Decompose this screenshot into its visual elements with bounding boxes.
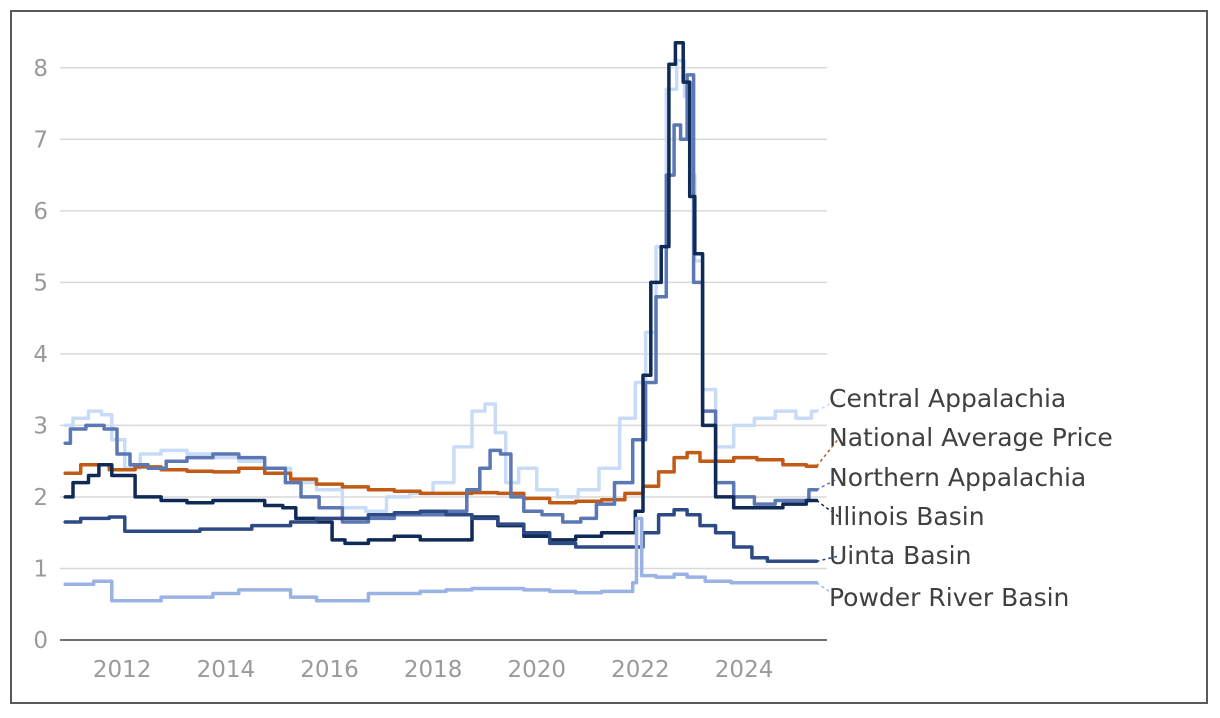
x-tick-label: 2018 (404, 657, 463, 683)
x-tick-label: 2014 (197, 657, 256, 683)
legend-label-powder-river-basin: Powder River Basin (829, 583, 1069, 612)
x-tick-label: 2020 (508, 657, 567, 683)
legend-leader-central-appalachia (816, 398, 840, 412)
y-tick-label: 3 (33, 413, 48, 439)
legend: Central Appalachia National Average Price… (816, 384, 1113, 612)
legend-label-central-appalachia: Central Appalachia (829, 384, 1066, 413)
line-chart: 0 1 2 3 4 5 6 7 8 2012 2014 2016 2018 2020 2022 2024 C… (33, 40, 1113, 683)
x-tick-label: 2012 (93, 657, 152, 683)
legend-leader-powder-river-basin (816, 582, 840, 599)
y-tick-label: 7 (33, 127, 48, 153)
gridlines (60, 67, 827, 641)
series-lines (63, 40, 819, 603)
x-tick-label: 2024 (715, 657, 774, 683)
x-axis-ticks: 2012 2014 2016 2018 2020 2022 2024 (93, 657, 773, 683)
y-tick-label: 8 (33, 56, 48, 82)
series-line-northern-appalachia (63, 73, 819, 524)
chart-frame: 0 1 2 3 4 5 6 7 8 2012 2014 2016 2018 2020 2022 2024 C… (10, 10, 1208, 704)
y-tick-label: 6 (33, 199, 48, 225)
legend-label-illinois-basin: Illinois Basin (829, 502, 985, 531)
legend-leader-northern-appalachia (816, 477, 840, 491)
legend-label-uinta-basin: Uinta Basin (829, 541, 971, 570)
series-line-uinta-basin (63, 508, 819, 564)
series-line-national-average-price (63, 450, 819, 505)
legend-label-northern-appalachia: Northern Appalachia (829, 463, 1086, 492)
legend-label-national-average-price: National Average Price (829, 423, 1113, 452)
series-line-powder-river-basin (63, 516, 819, 603)
x-tick-label: 2016 (300, 657, 359, 683)
y-axis-ticks: 0 1 2 3 4 5 6 7 8 (33, 56, 48, 654)
x-tick-label: 2022 (611, 657, 670, 683)
y-tick-label: 4 (33, 342, 48, 368)
legend-leader-uinta-basin (816, 555, 840, 563)
legend-leader-illinois-basin (816, 499, 840, 518)
y-tick-label: 2 (33, 485, 48, 511)
legend-leader-national-average-price (816, 437, 840, 467)
y-tick-label: 0 (33, 628, 48, 654)
y-tick-label: 5 (33, 270, 48, 296)
y-tick-label: 1 (33, 556, 48, 582)
